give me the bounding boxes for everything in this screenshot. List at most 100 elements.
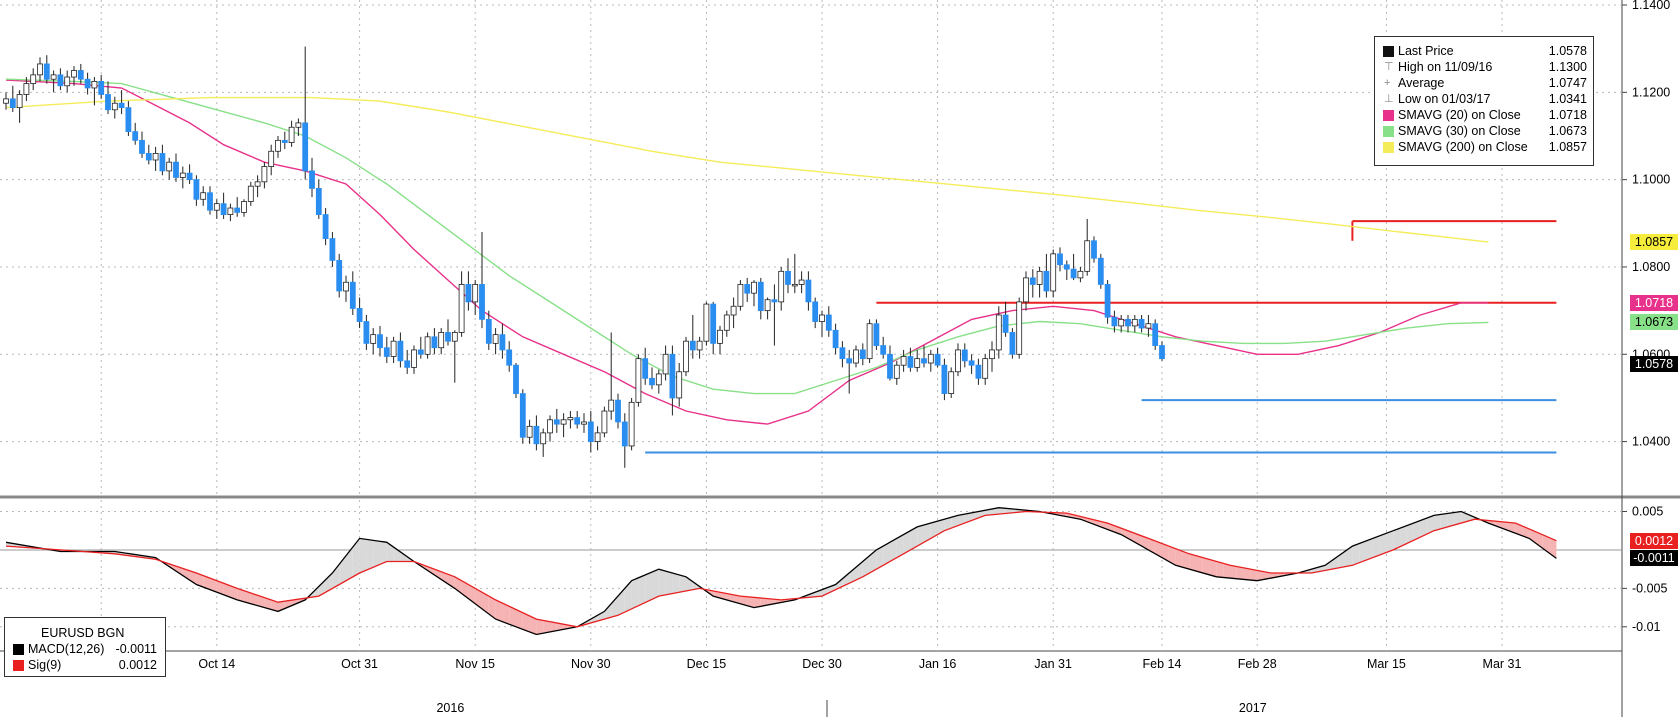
legend-item-smavg-200: SMAVG (200) on Close 1.0857 (1383, 139, 1587, 155)
legend-item-smavg-30: SMAVG (30) on Close 1.0673 (1383, 123, 1587, 139)
candle-body (3, 98, 9, 104)
macd-histogram-fill (1542, 534, 1550, 554)
macd-panel (5, 507, 1557, 636)
candle (730, 297, 737, 329)
macd-histogram-fill (672, 573, 680, 594)
candle (1029, 269, 1036, 298)
macd-histogram-fill (1379, 533, 1387, 556)
candle (893, 360, 900, 385)
macd-histogram-fill (910, 526, 918, 550)
candle-body (315, 187, 322, 215)
candle-body (397, 340, 404, 362)
macd-histogram-fill (1413, 520, 1421, 541)
macd-histogram-fill (522, 612, 530, 632)
candle-body (492, 334, 499, 344)
candle-body (499, 334, 506, 351)
candle (757, 277, 764, 320)
candle-body (594, 432, 601, 443)
price-legend: Last Price 1.0578 ⊤ High on 11/09/16 1.1… (1374, 36, 1594, 166)
candle-body (288, 126, 295, 143)
candle (261, 162, 268, 189)
candle (275, 135, 281, 158)
macd-histogram-fill (1549, 537, 1557, 559)
candle (404, 349, 411, 374)
candle (832, 323, 839, 355)
candle (499, 323, 506, 359)
candle-body (737, 284, 744, 307)
candle-body (1118, 318, 1125, 327)
candle-body (601, 410, 608, 434)
candle-body (275, 139, 281, 152)
macd-histogram-fill (679, 574, 686, 593)
macd-histogram-fill (1332, 555, 1339, 570)
candle-body (791, 284, 798, 287)
macd-histogram-fill (366, 539, 374, 571)
candle (778, 266, 785, 311)
macd-histogram-fill (1162, 543, 1169, 562)
candle-body (268, 150, 275, 167)
macd-histogram-fill (1264, 571, 1271, 580)
candle-body (1002, 314, 1009, 333)
candle-body (1036, 270, 1043, 285)
candle (173, 153, 179, 182)
candle-body (77, 70, 84, 80)
macd-histogram-fill (210, 578, 217, 593)
candle (356, 297, 363, 329)
candle-body (64, 76, 71, 87)
candle (635, 354, 642, 407)
candle-body (1111, 316, 1118, 327)
macd-histogram-fill (1393, 528, 1400, 550)
candle-body (887, 353, 893, 379)
macd-histogram-fill (924, 523, 931, 543)
candle-body (853, 349, 859, 364)
macd-histogram-fill (604, 603, 612, 620)
candle-body (390, 340, 397, 357)
candle-body (281, 139, 288, 143)
candle (1118, 314, 1125, 333)
candle (234, 197, 241, 217)
macd-histogram-fill (223, 583, 231, 598)
candle-body (241, 201, 247, 213)
macd-histogram-fill (1440, 513, 1448, 529)
candle (703, 301, 710, 346)
candle-body (832, 329, 839, 349)
price-tick-label: 1.1200 (1632, 85, 1670, 99)
candle (241, 199, 247, 217)
candle (744, 277, 751, 302)
candle (581, 413, 587, 433)
candle-body (649, 377, 655, 386)
candle (594, 426, 601, 451)
macd-histogram-fill (475, 588, 482, 609)
candle (737, 280, 744, 311)
candle (207, 186, 213, 215)
candle (839, 341, 846, 368)
candle (764, 297, 771, 320)
candle (513, 363, 519, 398)
legend-item-smavg-20: SMAVG (20) on Close 1.0718 (1383, 107, 1587, 123)
candle (553, 408, 560, 433)
candle (751, 280, 757, 307)
macd-histogram-fill (1250, 569, 1258, 581)
candle-body (615, 399, 621, 423)
candle (880, 336, 887, 359)
candle (111, 96, 118, 119)
macd-histogram-fill (441, 571, 448, 584)
macd-histogram-fill (747, 596, 754, 608)
candle-body (1159, 345, 1165, 360)
macd-histogram-fill (1005, 508, 1013, 514)
candle-body (812, 301, 819, 322)
candle (411, 345, 417, 374)
candle (91, 77, 98, 106)
candle (145, 144, 152, 165)
candle-body (220, 203, 227, 215)
macd-histogram-fill (733, 594, 741, 604)
candle (921, 345, 927, 368)
candle-body (941, 364, 948, 394)
candle (948, 367, 955, 398)
candle (1104, 280, 1111, 324)
candle-body (9, 98, 16, 109)
macd-histogram-fill (1400, 525, 1407, 547)
macd-histogram-fill (1202, 557, 1210, 575)
candle-body (628, 401, 635, 447)
candle (281, 131, 288, 150)
